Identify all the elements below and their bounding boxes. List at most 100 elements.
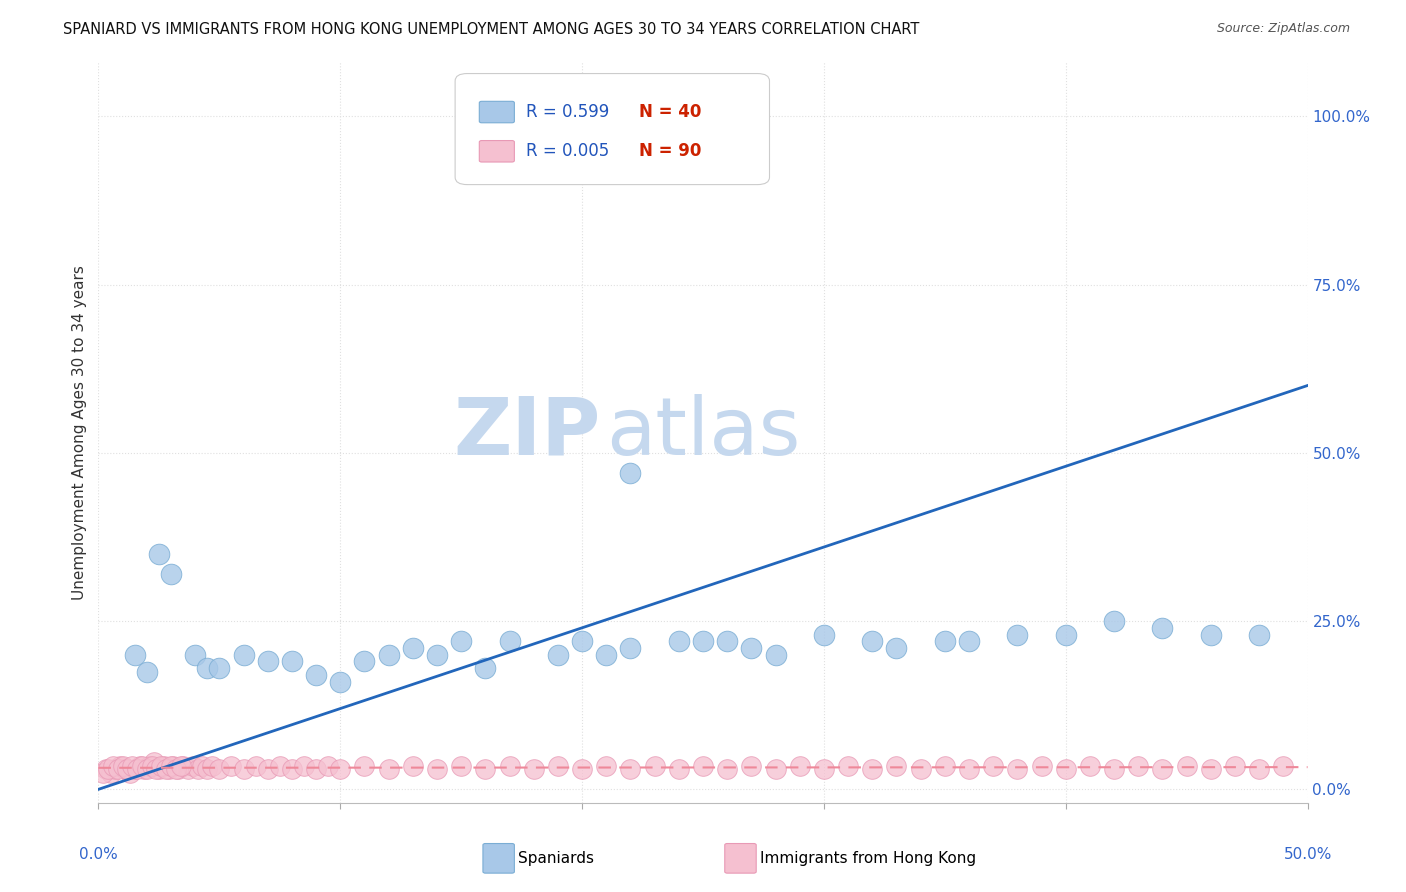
Point [789, 758, 811, 772]
Point [167, 762, 190, 776]
Point [281, 655, 304, 669]
Point [101, 758, 124, 772]
FancyBboxPatch shape [456, 73, 769, 185]
Text: R = 0.599: R = 0.599 [526, 103, 610, 121]
Point [1249, 762, 1271, 776]
Point [187, 762, 209, 776]
Point [474, 661, 496, 675]
Point [668, 762, 690, 776]
Point [169, 758, 191, 772]
Point [191, 758, 214, 772]
Point [181, 758, 204, 772]
Point [128, 758, 150, 772]
Point [329, 762, 352, 776]
Point [716, 634, 738, 648]
Point [1007, 627, 1029, 641]
Point [256, 762, 278, 776]
Point [981, 758, 1004, 772]
Point [152, 758, 174, 772]
Point [426, 762, 449, 776]
Text: R = 0.005: R = 0.005 [526, 143, 610, 161]
Point [232, 762, 254, 776]
Point [547, 758, 569, 772]
Text: SPANIARD VS IMMIGRANTS FROM HONG KONG UNEMPLOYMENT AMONG AGES 30 TO 34 YEARS COR: SPANIARD VS IMMIGRANTS FROM HONG KONG UN… [63, 22, 920, 37]
Point [281, 762, 304, 776]
Point [498, 634, 520, 648]
Point [353, 655, 375, 669]
Point [201, 758, 224, 772]
Point [813, 762, 835, 776]
Point [232, 648, 254, 662]
Point [886, 640, 908, 655]
Point [195, 762, 218, 776]
Point [1175, 758, 1198, 772]
Point [619, 466, 641, 480]
FancyBboxPatch shape [724, 844, 756, 873]
Point [208, 661, 231, 675]
Point [692, 634, 714, 648]
Point [498, 758, 520, 772]
Point [1249, 627, 1271, 641]
FancyBboxPatch shape [479, 102, 515, 123]
Text: N = 90: N = 90 [638, 143, 702, 161]
Text: atlas: atlas [606, 393, 800, 472]
Point [957, 762, 980, 776]
Point [208, 762, 231, 776]
Point [127, 762, 149, 776]
Point [148, 762, 170, 776]
Point [1031, 758, 1053, 772]
Point [165, 762, 187, 776]
Point [740, 640, 762, 655]
Point [111, 758, 134, 772]
Point [716, 762, 738, 776]
Point [692, 758, 714, 772]
Point [143, 756, 166, 770]
Point [450, 634, 472, 648]
Point [118, 765, 141, 780]
Point [886, 758, 908, 772]
Point [765, 762, 787, 776]
Point [837, 758, 859, 772]
Point [135, 665, 157, 679]
Point [1102, 614, 1125, 628]
Point [91, 765, 114, 780]
Point [402, 758, 425, 772]
Point [1152, 621, 1174, 635]
FancyBboxPatch shape [482, 844, 515, 873]
Point [1054, 762, 1077, 776]
Point [141, 758, 163, 772]
Point [860, 762, 883, 776]
Point [571, 762, 593, 776]
Point [765, 648, 787, 662]
Point [221, 758, 243, 772]
Point [114, 762, 136, 776]
Text: ZIP: ZIP [453, 393, 600, 472]
Point [353, 758, 375, 772]
Point [245, 758, 267, 772]
Text: N = 40: N = 40 [638, 103, 702, 121]
Point [195, 661, 218, 675]
Point [813, 627, 835, 641]
Text: Source: ZipAtlas.com: Source: ZipAtlas.com [1216, 22, 1350, 36]
Point [160, 758, 183, 772]
Point [1007, 762, 1029, 776]
Point [107, 762, 129, 776]
Point [1199, 627, 1222, 641]
Point [94, 762, 117, 776]
Point [160, 566, 183, 581]
Point [740, 758, 762, 772]
Y-axis label: Unemployment Among Ages 30 to 34 years: Unemployment Among Ages 30 to 34 years [72, 265, 87, 600]
Point [1078, 758, 1101, 772]
Point [523, 762, 546, 776]
Point [957, 634, 980, 648]
Point [619, 640, 641, 655]
Point [1102, 762, 1125, 776]
Point [595, 648, 617, 662]
Point [135, 762, 157, 776]
Point [124, 648, 146, 662]
Point [117, 762, 139, 776]
Point [1128, 758, 1150, 772]
Text: Spaniards: Spaniards [517, 851, 593, 866]
Point [1223, 758, 1246, 772]
Point [269, 758, 291, 772]
